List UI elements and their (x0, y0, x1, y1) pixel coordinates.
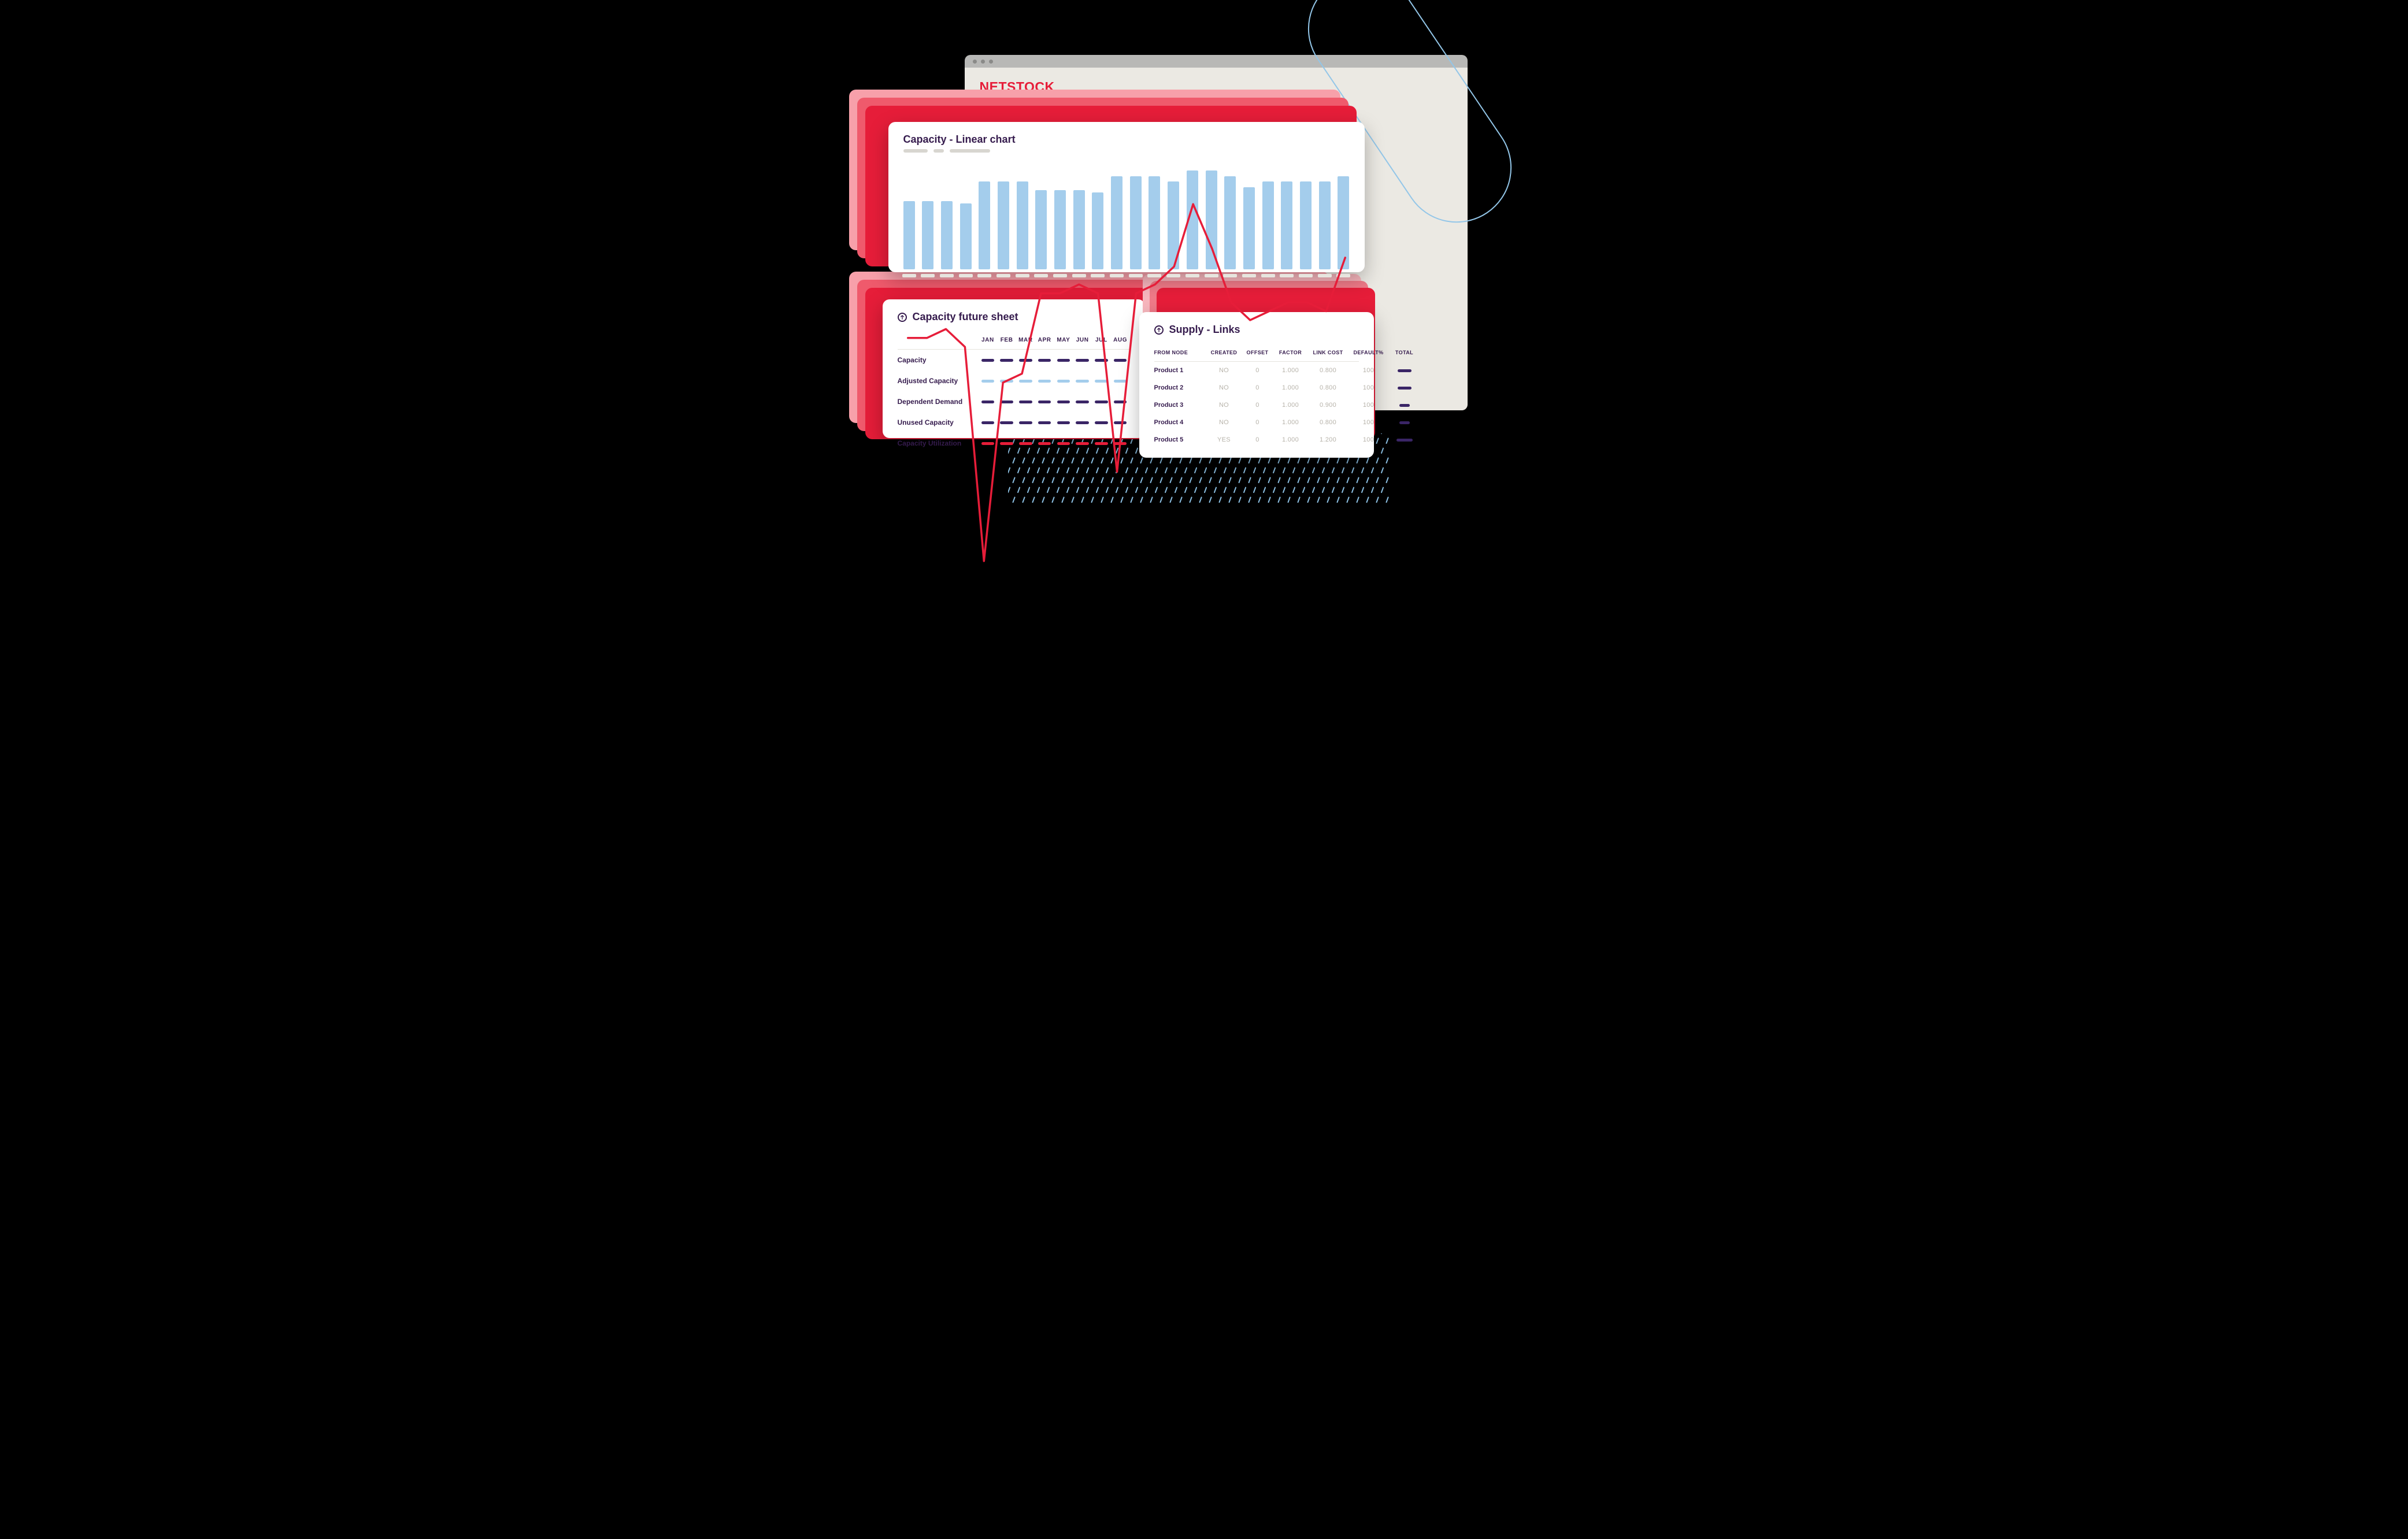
links-cell-total (1389, 369, 1420, 372)
links-cell-default: 100 (1349, 384, 1389, 391)
links-total-bar (1396, 439, 1413, 442)
chart-line (903, 160, 1350, 606)
links-cell-default: 100 (1349, 419, 1389, 426)
chart-legend-placeholder (888, 149, 1365, 155)
links-total-bar (1399, 421, 1410, 424)
legend-pill (950, 149, 990, 153)
window-dot (989, 60, 993, 64)
links-cell-default: 100 (1349, 402, 1389, 409)
links-header-cell: DEFAULT% (1349, 350, 1389, 355)
legend-pill (903, 149, 928, 153)
links-total-bar (1399, 404, 1410, 407)
window-dot (973, 60, 977, 64)
links-cell-default: 100 (1349, 436, 1389, 443)
links-cell-total (1389, 421, 1420, 424)
links-cell-total (1389, 439, 1420, 442)
links-total-bar (1398, 369, 1412, 372)
window-dot (981, 60, 985, 64)
links-cell-total (1389, 404, 1420, 407)
links-total-bar (1398, 387, 1412, 390)
links-cell-total (1389, 387, 1420, 390)
chart-title: Capacity - Linear chart (888, 122, 1365, 149)
capacity-chart-card: Capacity - Linear chart (888, 122, 1365, 272)
chart-area (903, 160, 1350, 269)
links-header-cell: TOTAL (1389, 350, 1420, 355)
legend-pill (933, 149, 944, 153)
links-cell-default: 100 (1349, 367, 1389, 374)
